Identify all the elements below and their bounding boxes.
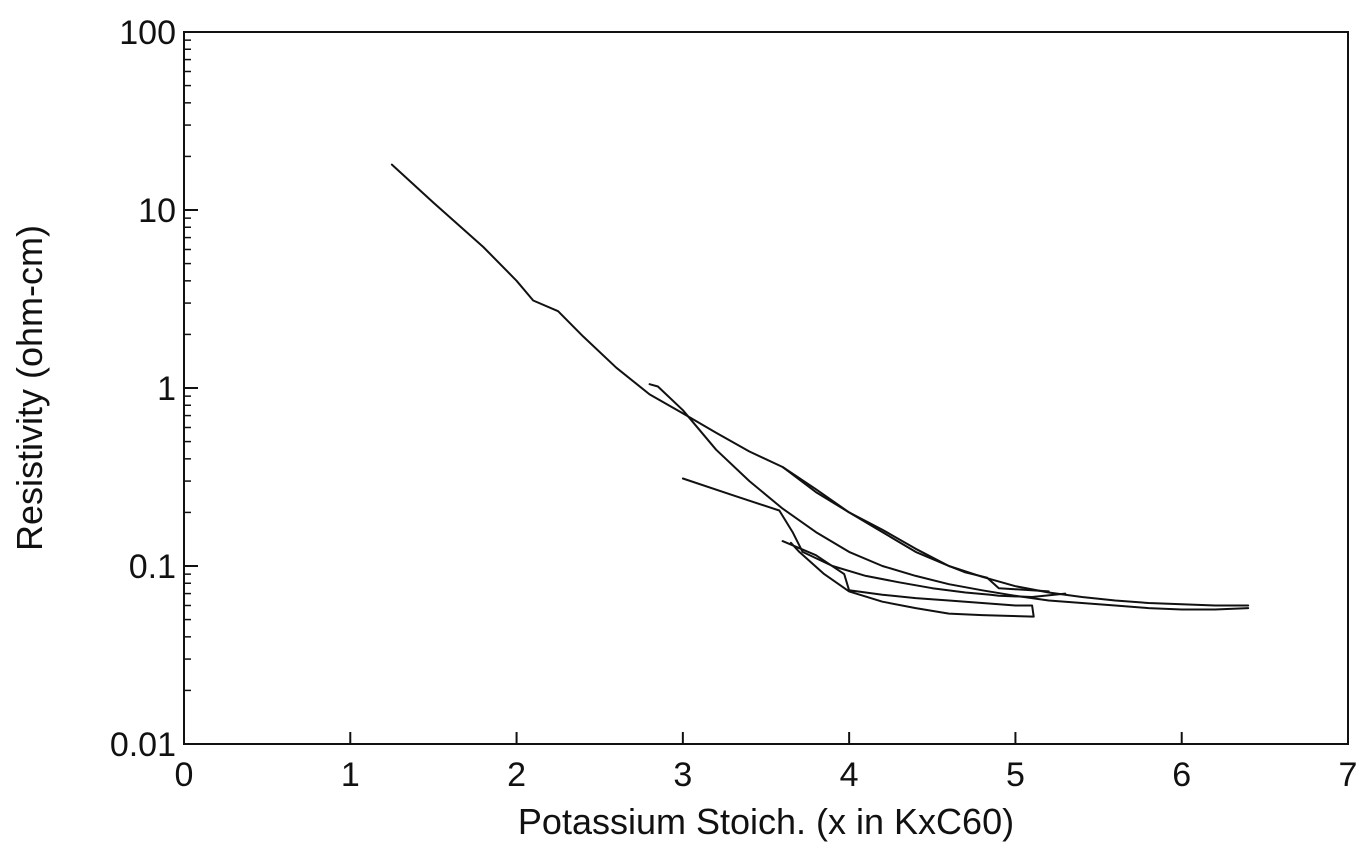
y-minor-ticks: [184, 39, 191, 692]
x-tick-label: 7: [1339, 756, 1358, 794]
y-axis-ticks: 0.01 0.1 1 10 100: [110, 14, 198, 764]
series-line-5: [781, 466, 1050, 593]
plot-area-border: [183, 31, 1349, 745]
plot-frame: [183, 31, 1349, 745]
x-axis-ticks: 0 1 2 3 4 5 6 7: [175, 732, 1358, 794]
x-tick-label: 3: [673, 756, 692, 794]
x-tick-label: 5: [1006, 756, 1025, 794]
series-line-4: [781, 540, 1035, 618]
series-line-1: [390, 163, 1250, 607]
y-axis-title: Resistivity (ohm-cm): [9, 225, 50, 551]
y-tick-label: 1: [157, 370, 176, 408]
series-line-2: [648, 383, 1250, 611]
x-tick-label: 1: [341, 756, 360, 794]
x-tick-label: 2: [507, 756, 526, 794]
x-tick-label: 6: [1172, 756, 1191, 794]
y-tick-label: 100: [119, 14, 176, 52]
x-tick-label: 0: [175, 756, 194, 794]
x-tick-label: 4: [840, 756, 859, 794]
y-tick-label: 0.01: [110, 726, 176, 764]
y-tick-label: 0.1: [129, 548, 176, 586]
x-axis-title: Potassium Stoich. (x in KxC60): [518, 801, 1014, 842]
y-tick-label: 10: [138, 192, 176, 230]
series-line-3: [681, 477, 1067, 598]
data-traces: [390, 163, 1250, 618]
